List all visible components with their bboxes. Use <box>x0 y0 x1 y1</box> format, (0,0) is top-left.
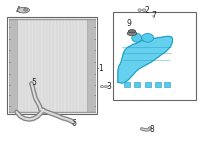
Ellipse shape <box>128 30 136 33</box>
Text: 4: 4 <box>15 6 20 15</box>
Circle shape <box>104 85 108 88</box>
FancyBboxPatch shape <box>164 82 170 87</box>
FancyBboxPatch shape <box>134 82 140 87</box>
Text: 2: 2 <box>144 6 149 15</box>
Text: 1: 1 <box>99 64 103 73</box>
Ellipse shape <box>127 31 137 36</box>
Text: 6: 6 <box>72 118 77 127</box>
FancyBboxPatch shape <box>9 19 17 112</box>
Circle shape <box>138 9 142 11</box>
FancyBboxPatch shape <box>124 82 130 87</box>
Circle shape <box>24 8 28 11</box>
FancyBboxPatch shape <box>155 82 161 87</box>
Text: 3: 3 <box>107 82 111 91</box>
FancyBboxPatch shape <box>87 19 95 112</box>
Circle shape <box>100 85 104 88</box>
FancyBboxPatch shape <box>145 82 151 87</box>
FancyBboxPatch shape <box>9 19 95 112</box>
Ellipse shape <box>18 7 29 13</box>
Text: 5: 5 <box>31 78 36 87</box>
Ellipse shape <box>132 34 142 42</box>
Polygon shape <box>118 36 172 83</box>
FancyBboxPatch shape <box>17 19 87 112</box>
Text: 9: 9 <box>126 19 131 28</box>
Circle shape <box>142 9 146 11</box>
Text: 7: 7 <box>151 11 156 20</box>
Text: 8: 8 <box>149 125 154 134</box>
Ellipse shape <box>142 34 154 42</box>
